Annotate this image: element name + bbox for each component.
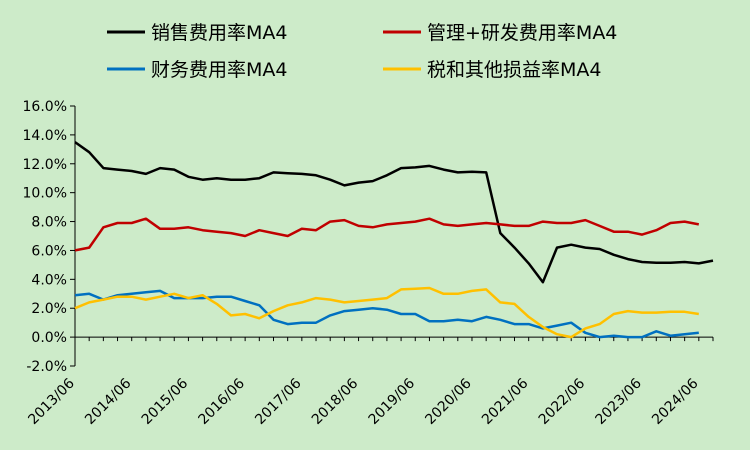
y-tick-label: 16.0%: [23, 99, 67, 115]
series-line-4: [74, 286, 699, 339]
y-tick-label: 8.0%: [31, 215, 67, 231]
legend: 销售费用率MA4 管理+研发费用率MA4 财务费用率MA4 税和其他损益率MA4: [107, 22, 617, 81]
y-tick-label: 0.0%: [31, 330, 67, 346]
x-tick-label: 2013/06: [25, 375, 78, 428]
legend-item-1: 销售费用率MA4: [107, 22, 287, 44]
y-tick-label: 12.0%: [23, 157, 67, 173]
series-line-2: [74, 217, 700, 252]
y-tick-label: 6.0%: [31, 243, 67, 259]
x-tick-label: 2018/06: [309, 375, 362, 428]
x-tick-label: 2016/06: [196, 375, 249, 428]
y-tick-label: 14.0%: [23, 128, 67, 144]
y-tick-label: 10.0%: [23, 186, 67, 202]
x-axis: 2013/06 2014/06 2015/06 2016/06 2017/06 2018/…: [25, 336, 714, 428]
series-line-3: [74, 289, 699, 339]
legend-item-4: 税和其他损益率MA4: [383, 59, 601, 81]
x-tick-label: 2015/06: [139, 375, 192, 428]
y-tick-label: -2.0%: [26, 359, 67, 375]
legend-label: 税和其他损益率MA4: [427, 59, 601, 81]
x-tick-label: 2022/06: [536, 375, 589, 428]
x-tick-label: 2017/06: [252, 375, 305, 428]
legend-label: 管理+研发费用率MA4: [427, 22, 617, 44]
x-tick-label: 2024/06: [649, 375, 702, 428]
y-axis: 16.0% 14.0% 12.0% 10.0% 8.0% 6.0% 4.0% 2.0% 0.0%…: [23, 99, 76, 375]
y-tick-label: 4.0%: [31, 272, 67, 288]
plot-lines: [74, 141, 714, 339]
y-tick-label: 2.0%: [31, 301, 67, 317]
series-line-1: [74, 141, 714, 284]
x-tick-label: 2023/06: [592, 375, 645, 428]
legend-item-2: 管理+研发费用率MA4: [383, 22, 617, 44]
legend-label: 财务费用率MA4: [151, 59, 287, 81]
x-tick-label: 2021/06: [479, 375, 532, 428]
x-tick-label: 2019/06: [366, 375, 419, 428]
legend-label: 销售费用率MA4: [151, 22, 287, 44]
legend-item-3: 财务费用率MA4: [107, 59, 287, 81]
x-tick-label: 2014/06: [82, 375, 135, 428]
x-tick-label: 2020/06: [422, 375, 475, 428]
